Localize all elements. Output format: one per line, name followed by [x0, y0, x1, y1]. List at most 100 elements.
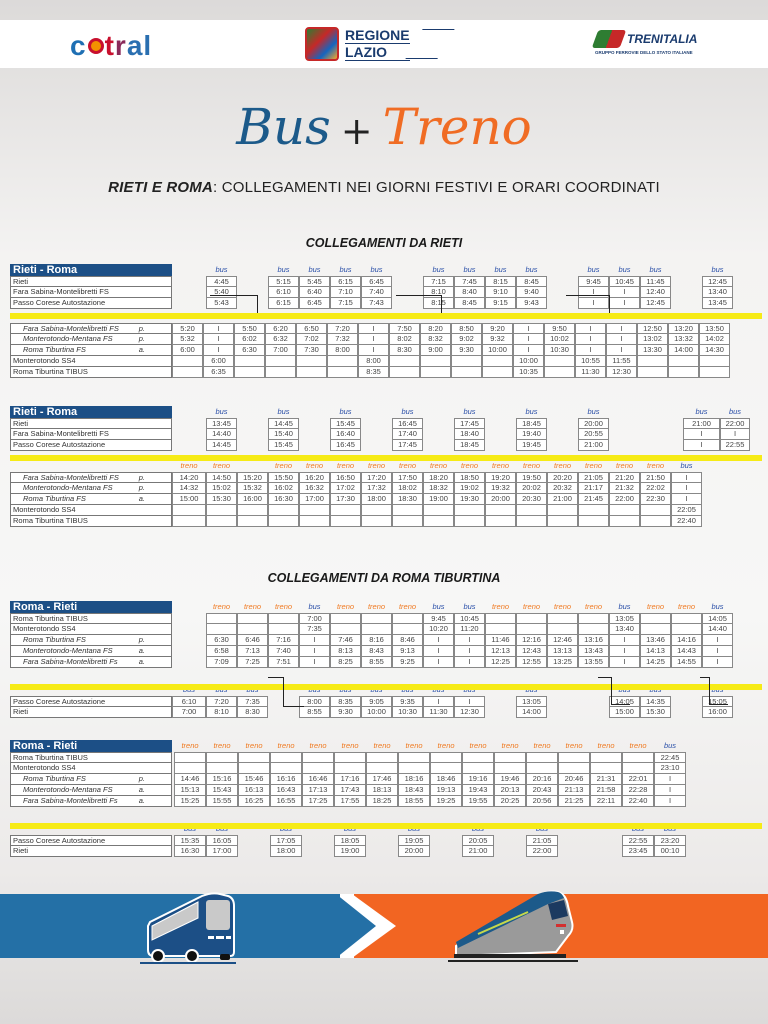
time-cell — [516, 624, 547, 635]
arrival-departure-flag: a. — [138, 785, 145, 794]
time-cell: 9:20 — [482, 323, 513, 334]
time-cell: 19:25 — [430, 796, 462, 807]
time-cell: 20:13 — [494, 785, 526, 796]
time-cell: 20:32 — [547, 483, 578, 494]
time-cell: 16:16 — [270, 774, 302, 785]
connector-arrow — [598, 677, 612, 705]
time-cell: 22:45 — [654, 752, 686, 763]
time-cell: I — [575, 323, 606, 334]
time-cell — [327, 356, 358, 367]
time-cell: 18:45 — [454, 440, 485, 451]
time-cell: 13:30 — [637, 345, 668, 356]
mode-label-treno: treno — [277, 741, 295, 750]
time-cell: 7:46 — [330, 635, 361, 646]
time-cell: 17:43 — [334, 785, 366, 796]
time-cell — [270, 763, 302, 774]
mode-label-bus: bus — [277, 407, 290, 416]
mode-label-bus: bus — [463, 602, 476, 611]
time-cell — [172, 635, 206, 646]
stop-name: Monterotondo SS4 — [10, 505, 172, 516]
time-cell — [361, 429, 392, 440]
time-cell — [302, 846, 334, 857]
time-cell: I — [513, 334, 544, 345]
stop-name: Fara Sabina-Montelibretti FS — [10, 429, 172, 440]
time-cell — [547, 696, 578, 707]
time-cell — [454, 516, 485, 527]
time-cell: 6:00 — [172, 345, 203, 356]
mode-label-treno: treno — [646, 461, 665, 470]
time-cell — [671, 298, 702, 309]
time-cell: I — [203, 345, 234, 356]
time-cell — [558, 752, 590, 763]
time-cell: 8:50 — [451, 323, 482, 334]
time-cell: 21:05 — [526, 835, 558, 846]
time-cell — [206, 752, 238, 763]
time-cell: 17:25 — [302, 796, 334, 807]
stop-name: Monterotondo-Mentana FS p. — [10, 483, 172, 494]
time-cell — [547, 516, 578, 527]
time-cell: 15:02 — [206, 483, 237, 494]
mode-label-bus: bus — [463, 407, 476, 416]
time-cell: 13:45 — [702, 298, 733, 309]
time-cell — [398, 763, 430, 774]
time-cell: 6:45 — [361, 276, 392, 287]
time-cell: 8:00 — [327, 345, 358, 356]
time-cell: 22:55 — [720, 440, 750, 451]
time-cell — [609, 505, 640, 516]
time-cell — [646, 429, 683, 440]
time-cell: 6:32 — [265, 334, 296, 345]
stop-name: Rieti — [10, 846, 172, 857]
time-cell: 7:50 — [389, 323, 420, 334]
time-cell — [330, 613, 361, 624]
arrival-departure-flag: p. — [138, 483, 145, 492]
time-cell: 7:35 — [299, 624, 330, 635]
time-cell: 11:20 — [454, 624, 485, 635]
time-cell: 8:46 — [392, 635, 423, 646]
time-cell — [590, 752, 622, 763]
time-cell — [172, 440, 206, 451]
time-cell — [526, 763, 558, 774]
time-cell — [671, 287, 702, 298]
mode-label-bus: bus — [308, 602, 321, 611]
time-cell: 14:00 — [668, 345, 699, 356]
time-cell: 8:13 — [330, 646, 361, 657]
separator-bar — [10, 823, 762, 829]
time-cell: 14:05 — [702, 613, 733, 624]
time-cell: 19:50 — [516, 472, 547, 483]
time-cell — [172, 624, 206, 635]
time-cell — [702, 494, 744, 505]
time-cell — [420, 367, 451, 378]
time-cell: 20:25 — [494, 796, 526, 807]
connector-arrow — [268, 677, 284, 707]
time-cell: I — [609, 635, 640, 646]
mode-label-bus: bus — [525, 407, 538, 416]
time-cell — [361, 418, 392, 429]
mode-label-treno: treno — [212, 602, 231, 611]
time-cell: 17:16 — [334, 774, 366, 785]
time-cell — [423, 505, 454, 516]
time-cell — [547, 505, 578, 516]
mode-label-treno: treno — [553, 461, 572, 470]
time-cell: 12:16 — [516, 635, 547, 646]
time-cell: 16:00 — [702, 707, 733, 718]
time-cell: 14:32 — [172, 483, 206, 494]
time-cell — [646, 440, 683, 451]
separator-bar — [10, 313, 762, 319]
mode-label-treno: treno — [405, 741, 423, 750]
separator-bar — [10, 455, 762, 461]
time-cell: 18:13 — [366, 785, 398, 796]
mode-label-treno: treno — [336, 461, 355, 470]
stop-name: Fara Sabina-Montelibretti FS p. — [10, 323, 172, 334]
time-cell — [270, 752, 302, 763]
time-cell: 15:13 — [174, 785, 206, 796]
time-cell — [578, 613, 609, 624]
time-cell: 7:00 — [265, 345, 296, 356]
time-cell: 15:50 — [268, 472, 299, 483]
time-cell: I — [702, 646, 733, 657]
time-cell: 16:45 — [330, 440, 361, 451]
time-cell: 21:00 — [683, 418, 720, 429]
time-cell: 8:55 — [361, 657, 392, 668]
time-cell — [392, 624, 423, 635]
time-cell: 7:20 — [327, 323, 358, 334]
time-cell: 22:40 — [671, 516, 702, 527]
